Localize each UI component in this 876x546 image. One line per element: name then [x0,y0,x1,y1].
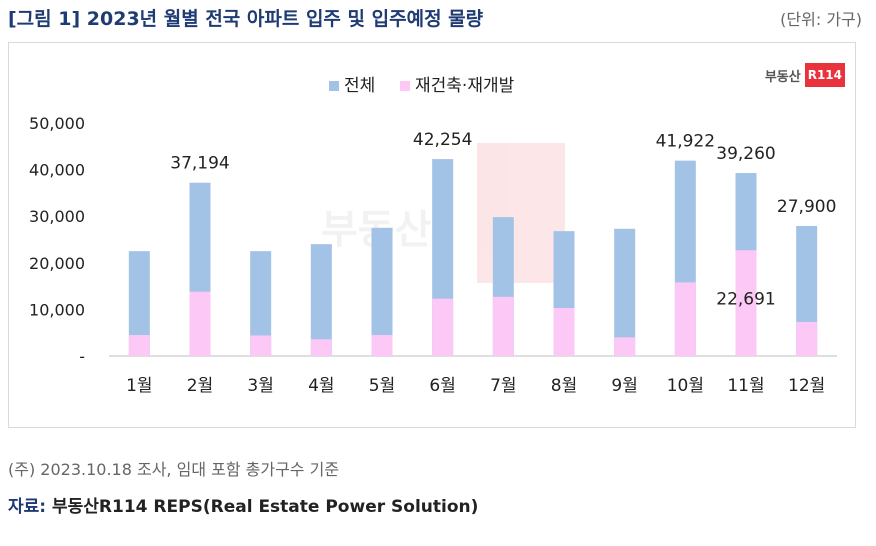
legend-label: 전체 [344,76,375,96]
legend-swatch [329,81,339,91]
bar-total [614,228,636,356]
bar-redevelopment [189,291,211,356]
x-tick-label: 1월 [126,376,152,396]
bar-redevelopment [614,337,636,356]
x-tick-label: 8월 [551,376,577,396]
bar-redevelopment [796,321,818,356]
x-tick-label: 2월 [187,376,213,396]
bar-redevelopment [250,335,272,356]
bar-redevelopment [310,339,332,356]
x-tick-label: 7월 [490,376,516,396]
source-line: 자료: 부동산R114 REPS(Real Estate Power Solut… [8,492,478,517]
bar-redevelopment [128,335,150,356]
bar-redevelopment [432,298,454,356]
legend-swatch [400,81,410,91]
watermark-badge [477,143,565,283]
logo-badge: R114 [804,63,845,87]
bar-total [310,244,332,356]
source-label: 자료: [8,497,47,517]
data-label: 27,900 [777,197,836,217]
chart-frame: 부동산 - 10,000 20,000 30,000 40,000 50,000 1월 2월 3월… [8,42,856,428]
data-label: 37,194 [170,154,229,174]
x-tick-label: 10월 [667,376,704,396]
y-tick-label: 50,000 [29,114,85,133]
brand-logo: 부동산 R114 [765,63,845,87]
bar-total [250,251,272,356]
y-tick-label: 20,000 [29,254,85,273]
x-tick-label: 9월 [611,376,637,396]
x-tick-label: 12월 [788,376,825,396]
y-tick-label: 40,000 [29,161,85,180]
bar-redevelopment [553,308,575,356]
unit-label: (단위: 가구) [780,10,862,29]
bar-redevelopment [371,335,393,356]
bar-total [128,251,150,356]
watermark: 부동산 [321,143,565,283]
x-tick-label: 5월 [369,376,395,396]
bar-redevelopment [674,282,696,356]
data-label: 41,922 [656,132,715,152]
y-tick-label: 30,000 [29,207,85,226]
y-tick-label: - [79,347,85,366]
data-label: 42,254 [413,130,472,150]
data-label: 22,691 [716,289,775,309]
bar-total [371,227,393,356]
x-tick-label: 3월 [247,376,273,396]
source-text: 부동산R114 REPS(Real Estate Power Solution) [52,497,479,517]
footnote: (주) 2023.10.18 조사, 임대 포함 총가구수 기준 [8,460,340,479]
bar-chart: 부동산 - 10,000 20,000 30,000 40,000 50,000 1월 2월 3월… [29,76,837,396]
page-title: [그림 1] 2023년 월별 전국 아파트 입주 및 입주예정 물량 [8,8,484,30]
legend-label: 재건축·재개발 [415,76,515,96]
y-tick-label: 10,000 [29,300,85,319]
x-tick-label: 11월 [727,376,764,396]
data-label: 39,260 [716,144,775,164]
logo-text: 부동산 [764,69,801,85]
bar-redevelopment [735,250,757,356]
x-tick-label: 6월 [429,376,455,396]
x-tick-label: 4월 [308,376,334,396]
bar-redevelopment [492,296,514,356]
